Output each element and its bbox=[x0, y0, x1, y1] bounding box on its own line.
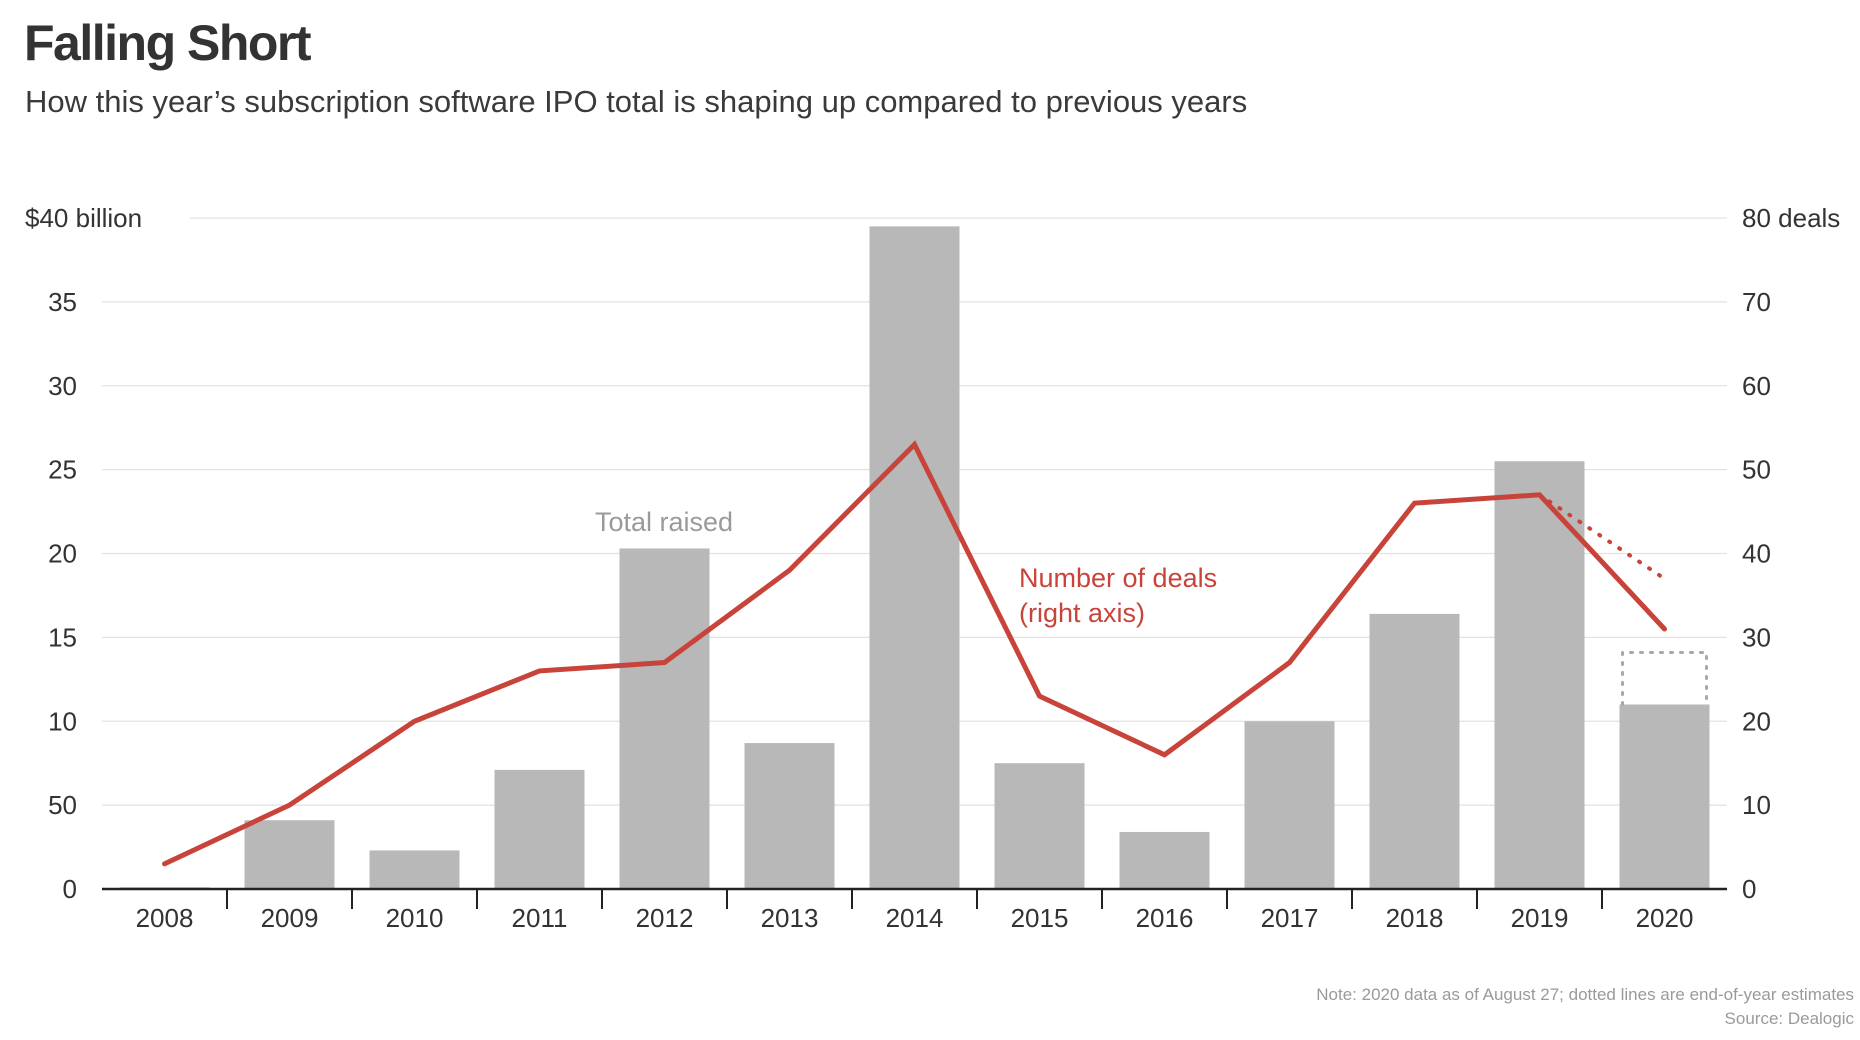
source-text: Source: Dealogic bbox=[1724, 1009, 1854, 1028]
deals-annotation-line2: (right axis) bbox=[1019, 598, 1145, 628]
x-tick-label: 2017 bbox=[1261, 903, 1319, 933]
bars-series bbox=[119, 226, 1710, 889]
right-axis: 0 10 20 30 40 50 60 70 80 deals bbox=[1742, 203, 1840, 904]
bar bbox=[994, 763, 1085, 889]
chart-subtitle: How this year’s subscription software IP… bbox=[25, 84, 1248, 119]
deals-estimate-line bbox=[1537, 492, 1667, 581]
right-tick-label: 50 bbox=[1742, 455, 1771, 485]
left-tick-label: $40 billion bbox=[25, 203, 142, 233]
right-tick-label: 30 bbox=[1742, 622, 1771, 652]
left-tick-label: 10 bbox=[48, 706, 77, 736]
x-tick-label: 2020 bbox=[1636, 903, 1694, 933]
bar bbox=[1244, 721, 1335, 889]
right-tick-label: 20 bbox=[1742, 706, 1771, 736]
bar bbox=[619, 548, 710, 889]
bar bbox=[1619, 704, 1710, 889]
estimate-bar-outline bbox=[1621, 650, 1708, 706]
deals-line-series bbox=[162, 440, 1667, 867]
left-tick-label: 15 bbox=[48, 622, 77, 652]
bar bbox=[244, 820, 335, 889]
x-tick-label: 2008 bbox=[136, 903, 194, 933]
left-tick-label: 30 bbox=[48, 371, 77, 401]
right-tick-label: 0 bbox=[1742, 874, 1756, 904]
chart-title: Falling Short bbox=[24, 15, 312, 71]
x-tick-label: 2016 bbox=[1136, 903, 1194, 933]
left-tick-label: 0 bbox=[63, 874, 77, 904]
left-tick-label: 35 bbox=[48, 287, 77, 317]
chart-footnote: Note: 2020 data as of August 27; dotted … bbox=[1316, 983, 1854, 1031]
bar bbox=[369, 850, 460, 889]
right-tick-label: 40 bbox=[1742, 539, 1771, 569]
x-tick-label: 2019 bbox=[1511, 903, 1569, 933]
x-tick-label: 2013 bbox=[761, 903, 819, 933]
bar bbox=[1119, 831, 1210, 889]
right-tick-label: 80 deals bbox=[1742, 203, 1840, 233]
x-tick-label: 2010 bbox=[386, 903, 444, 933]
x-axis: 2008 2009 2010 2011 2012 2013 2014 2015 2016 2017… bbox=[102, 887, 1727, 933]
bar bbox=[869, 226, 960, 889]
x-tick-label: 2011 bbox=[512, 903, 568, 933]
bar bbox=[494, 769, 585, 889]
left-axis: 0 50 10 15 20 25 30 35 $40 billion bbox=[25, 203, 142, 904]
total-raised-annotation: Total raised bbox=[595, 507, 733, 537]
x-tick-label: 2012 bbox=[636, 903, 694, 933]
estimate-series bbox=[1621, 650, 1708, 706]
x-tick-label: 2018 bbox=[1386, 903, 1444, 933]
x-tick-label: 2009 bbox=[261, 903, 319, 933]
bar bbox=[744, 743, 835, 889]
left-tick-label: 25 bbox=[48, 455, 77, 485]
bar bbox=[1494, 461, 1585, 889]
deals-annotation-line1: Number of deals bbox=[1019, 563, 1217, 593]
left-tick-label: 50 bbox=[48, 790, 77, 820]
right-tick-label: 60 bbox=[1742, 371, 1771, 401]
right-tick-label: 10 bbox=[1742, 790, 1771, 820]
note-text: Note: 2020 data as of August 27; dotted … bbox=[1316, 985, 1854, 1004]
x-tick-label: 2014 bbox=[886, 903, 944, 933]
x-tick-label: 2015 bbox=[1011, 903, 1069, 933]
right-tick-label: 70 bbox=[1742, 287, 1771, 317]
bar bbox=[1369, 613, 1460, 889]
left-tick-label: 20 bbox=[48, 539, 77, 569]
